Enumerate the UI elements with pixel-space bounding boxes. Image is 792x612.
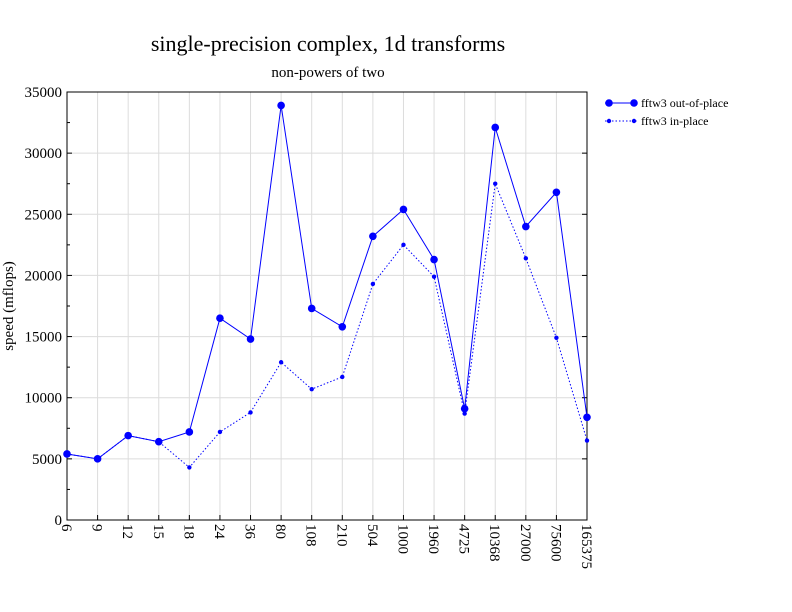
data-point (156, 439, 161, 444)
y-tick-label: 0 (55, 513, 63, 529)
data-point (369, 232, 377, 241)
y-axis-label: speed (mflops) (1, 261, 17, 351)
x-tick-label: 27000 (517, 524, 533, 562)
x-tick-label: 1960 (425, 524, 441, 554)
data-point (430, 255, 438, 264)
x-tick-label: 210 (333, 524, 349, 547)
data-point (584, 438, 590, 443)
data-point (340, 374, 345, 380)
legend: fftw3 out-of-place fftw3 in-place (605, 96, 728, 128)
plot-frame (66, 91, 588, 521)
data-point (460, 404, 469, 413)
data-point (583, 413, 591, 422)
data-point (185, 428, 194, 436)
y-tick-label: 30000 (25, 146, 63, 162)
data-point (462, 411, 467, 416)
x-tick-label: 24 (211, 524, 227, 540)
x-tick-label: 15 (150, 524, 166, 539)
legend-marker (606, 118, 612, 124)
data-point (338, 322, 347, 331)
y-tick-label: 35000 (25, 85, 63, 101)
x-tick-label: 80 (272, 524, 288, 539)
data-point (278, 360, 284, 365)
x-tick-label: 1000 (394, 524, 410, 554)
data-point (125, 433, 131, 438)
y-tick-label: 10000 (25, 391, 63, 407)
y-tick-label: 25000 (25, 207, 63, 223)
axes: 0 5000 10000 15000 20000 25000 30000 35000 6 9 12 1… (25, 85, 595, 569)
series-group (63, 101, 591, 470)
legend-marker (605, 99, 613, 107)
data-point (217, 429, 223, 435)
x-tick-label: 504 (364, 524, 380, 547)
data-point (552, 188, 561, 197)
chart-title: single-precision complex, 1d transforms (151, 31, 505, 56)
y-tick-label: 20000 (25, 268, 63, 284)
data-point (493, 181, 498, 186)
data-point (523, 256, 529, 261)
legend-marker (630, 99, 638, 107)
x-tick-label: 4725 (456, 524, 472, 554)
data-point (277, 101, 285, 110)
x-tick-label: 108 (303, 524, 319, 547)
series-2 (64, 181, 590, 470)
series-1 (63, 101, 591, 463)
x-tick-label: 36 (242, 524, 258, 540)
legend-marker (631, 118, 637, 124)
data-point (370, 281, 376, 287)
x-tick-label: 75600 (547, 524, 563, 562)
y-tick-label: 5000 (32, 452, 62, 468)
legend-label: fftw3 in-place (641, 114, 708, 128)
x-tick-label: 6 (58, 524, 74, 532)
data-point (522, 222, 530, 231)
data-point (248, 410, 253, 415)
data-point (64, 451, 70, 457)
series-line (66, 181, 588, 469)
data-point (399, 205, 408, 214)
y-tick-label: 15000 (25, 330, 63, 346)
data-point (246, 335, 255, 343)
chart-subtitle: non-powers of two (271, 65, 384, 81)
data-point (491, 123, 500, 132)
grid (66, 91, 588, 521)
legend-label: fftw3 out-of-place (641, 96, 728, 110)
x-tick-label: 18 (180, 524, 196, 539)
data-point (216, 314, 224, 323)
series-line (66, 105, 588, 460)
x-tick-label: 9 (89, 524, 105, 532)
data-point (431, 274, 437, 279)
data-point (187, 465, 192, 470)
data-point (309, 386, 314, 392)
x-tick-label: 165375 (578, 524, 594, 569)
data-point (95, 456, 100, 462)
x-tick-label: 10368 (486, 524, 502, 562)
x-tick-label: 12 (119, 524, 135, 539)
data-point (307, 304, 316, 313)
data-point (554, 335, 559, 340)
data-point (401, 242, 406, 248)
